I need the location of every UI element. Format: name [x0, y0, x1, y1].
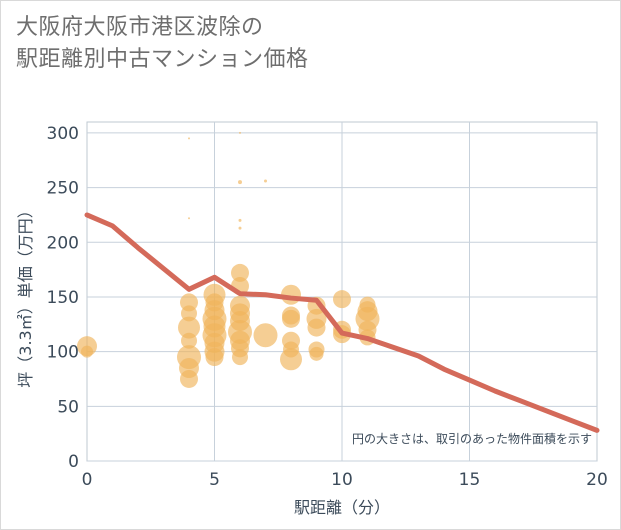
- bubble: [231, 263, 249, 282]
- bubble: [238, 218, 242, 222]
- bubble: [178, 316, 200, 339]
- y-tick-label: 200: [47, 233, 79, 253]
- gridlines: [87, 122, 597, 462]
- y-tick-label: 150: [47, 288, 79, 308]
- y-tick-label: 100: [47, 343, 79, 363]
- size-annotation: 円の大きさは、取引のあった物件面積を示す: [352, 431, 592, 446]
- x-tick-label: 15: [459, 470, 481, 490]
- bubble: [253, 323, 278, 348]
- bubble: [309, 346, 324, 361]
- bubble: [188, 137, 190, 140]
- title-line-2: 駅距離別中古マンション価格: [16, 47, 309, 72]
- bubble: [188, 217, 190, 220]
- chart-title: 大阪府大阪市港区波除の 駅距離別中古マンション価格: [16, 12, 309, 76]
- y-tick-label: 300: [47, 124, 79, 144]
- bubble: [238, 180, 242, 185]
- bubble: [307, 318, 326, 337]
- y-tick-label: 50: [57, 397, 79, 417]
- bubble: [264, 179, 267, 183]
- x-tick-label: 10: [331, 470, 353, 490]
- y-axis-label: 坪（3.3㎡）単価（万円）: [16, 202, 35, 387]
- x-tick-labels: 0 5 10 15 20: [82, 470, 608, 490]
- bubble: [232, 349, 248, 366]
- bubble: [282, 309, 300, 328]
- bubble: [280, 348, 302, 371]
- average-line: [84, 212, 600, 433]
- series-line: [84, 212, 600, 433]
- bubble: [238, 226, 242, 230]
- x-axis-label: 駅距離（分）: [294, 498, 390, 517]
- y-tick-label: 250: [47, 179, 79, 199]
- x-tick-label: 5: [209, 470, 220, 490]
- y-tick-label: 0: [68, 452, 79, 472]
- bubble: [181, 332, 197, 349]
- x-tick-label: 20: [586, 470, 608, 490]
- bubble: [333, 290, 351, 309]
- y-tick-labels: 0 50 100 150 200 250 300: [47, 124, 79, 472]
- title-line-1: 大阪府大阪市港区波除の: [16, 15, 264, 40]
- bubble: [239, 131, 241, 134]
- bubble: [205, 348, 224, 367]
- bubble: [180, 369, 198, 388]
- x-tick-label: 0: [82, 470, 93, 490]
- bubble: [81, 345, 93, 358]
